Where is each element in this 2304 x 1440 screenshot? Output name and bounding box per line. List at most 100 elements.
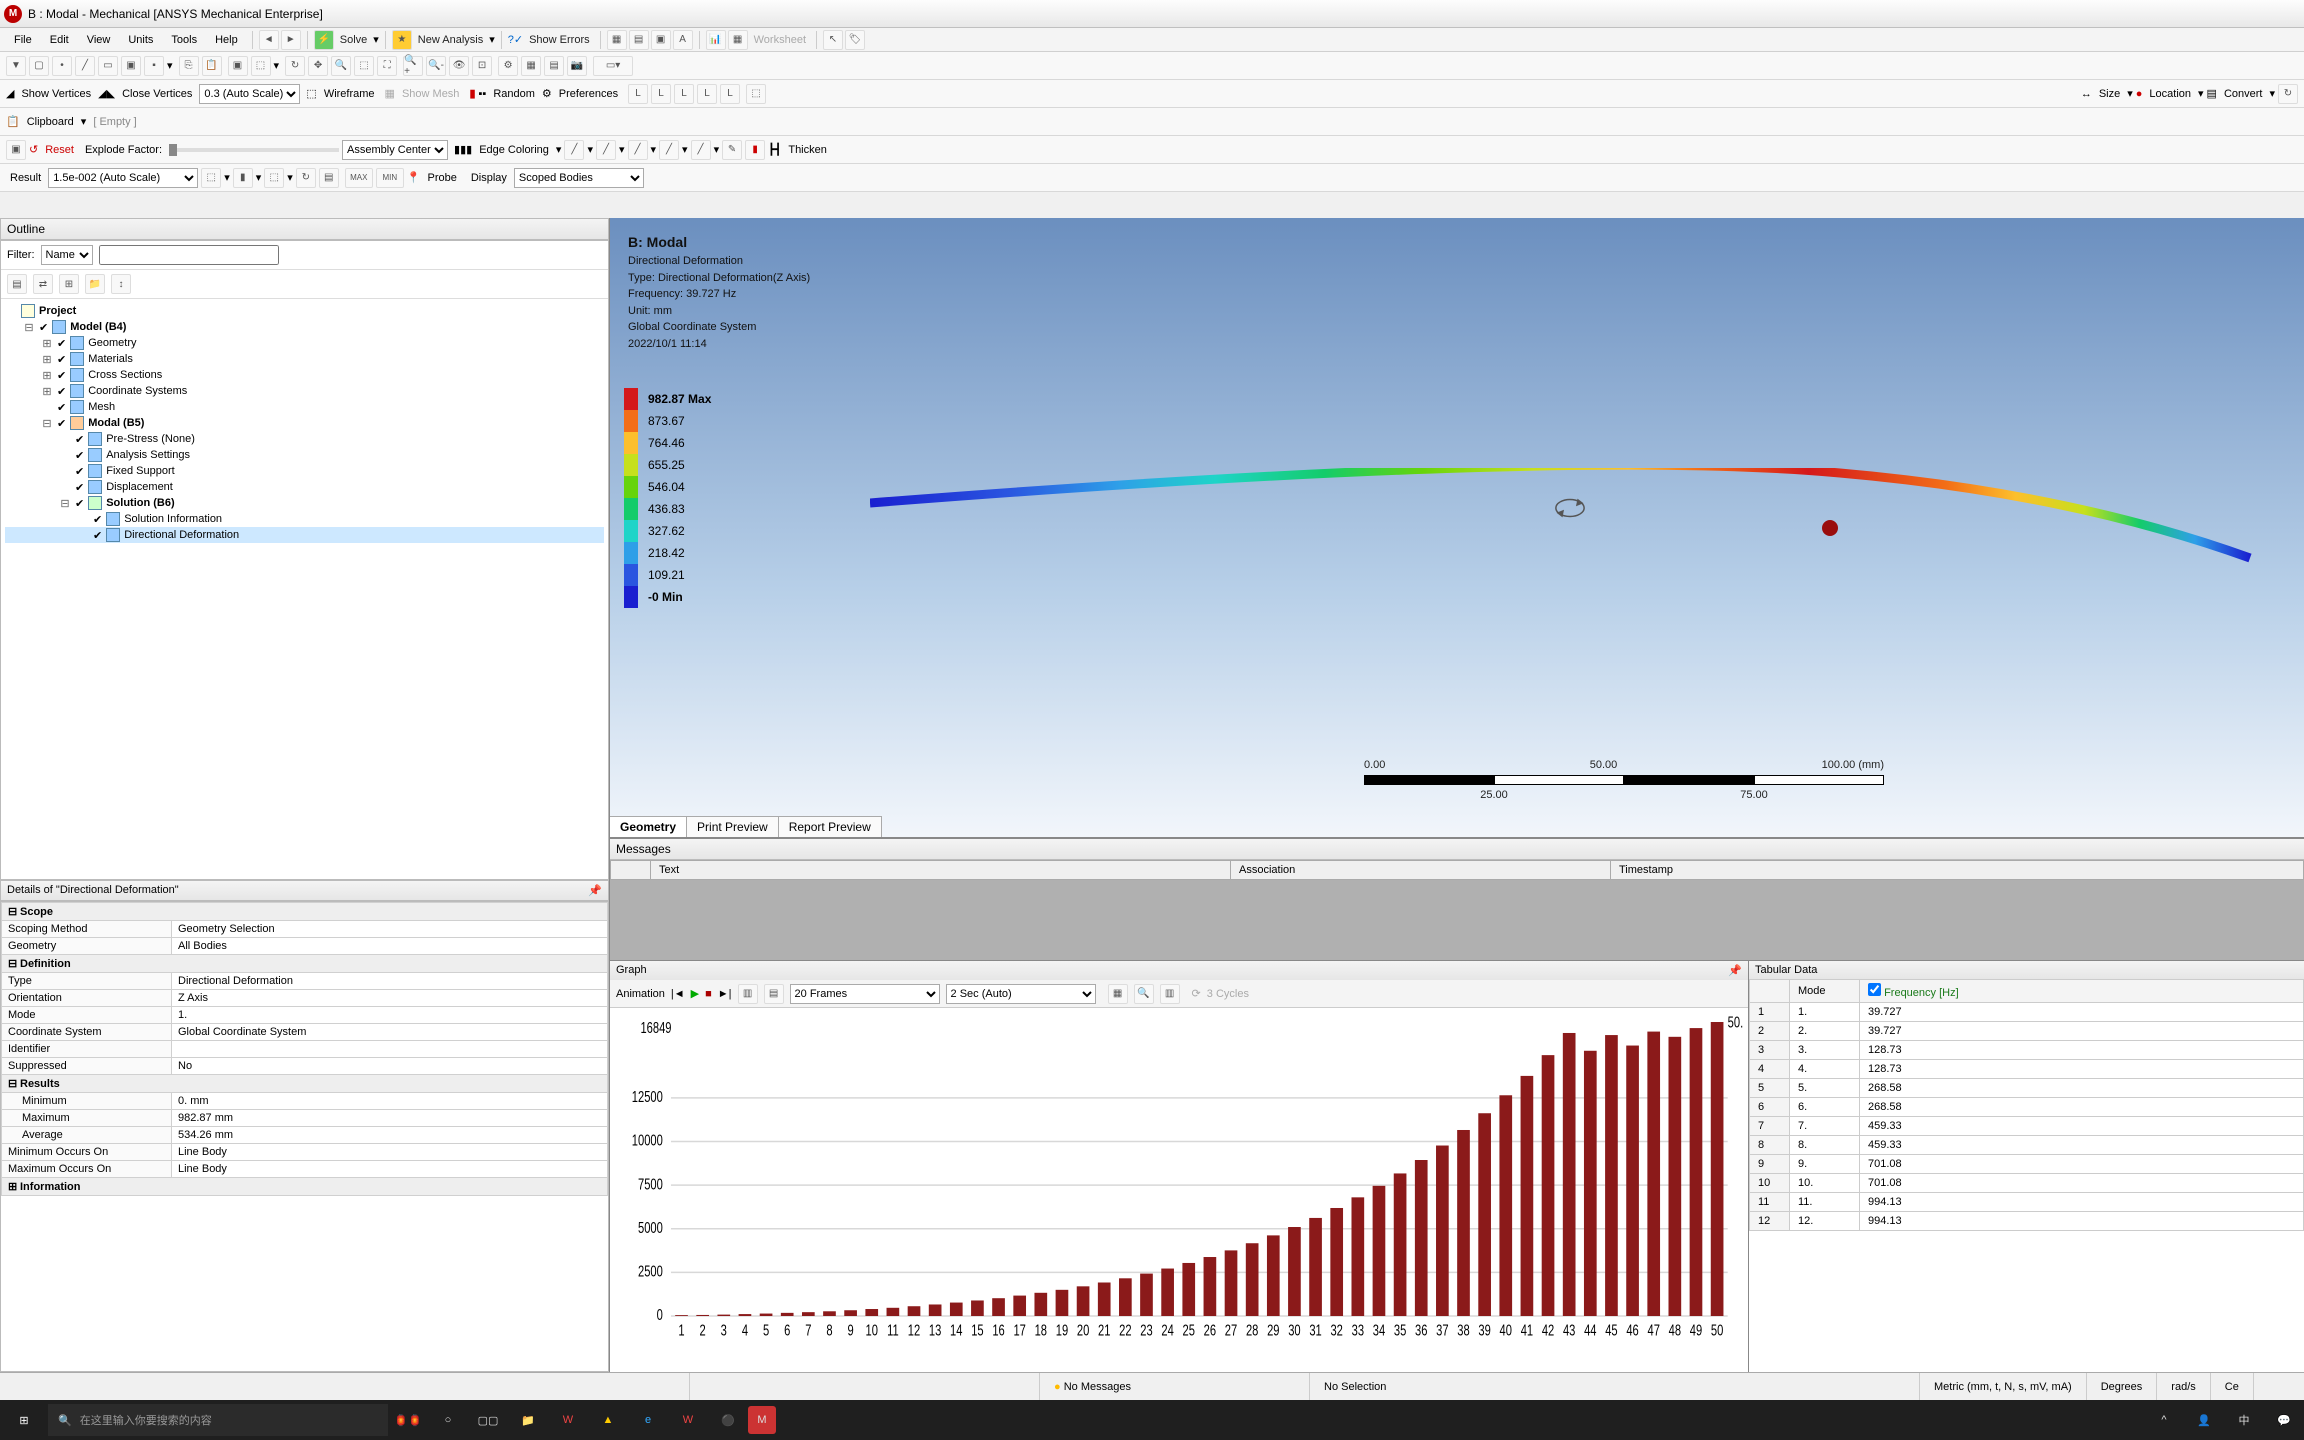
solve-label[interactable]: Solve [336,34,372,46]
r4-icon[interactable]: ↻ [296,168,316,188]
reset-icon[interactable]: ↺ [29,143,38,156]
duration-select[interactable]: 2 Sec (Auto) [946,984,1096,1004]
wireframe-icon[interactable]: ⬚ [306,87,316,100]
tb-icon-3[interactable]: ▣ [651,30,671,50]
show-errors-label[interactable]: Show Errors [525,34,594,46]
paste-icon[interactable]: 📋 [202,56,222,76]
worksheet-icon[interactable]: ▦ [728,30,748,50]
close-vertices-label[interactable]: Close Vertices [118,88,196,100]
box-icon[interactable]: ▢ [29,56,49,76]
vertex-icon[interactable]: • [52,56,72,76]
tree-solinfo[interactable]: ✔Solution Information [5,511,604,527]
graph-pin-icon[interactable]: 📌 [1728,964,1742,977]
nav-fwd-icon[interactable]: ► [281,30,301,50]
size-icon[interactable]: ↔ [2081,88,2092,100]
max-icon[interactable]: MAX [345,168,373,188]
random-label[interactable]: Random [489,88,539,100]
e5-icon[interactable]: ╱ [691,140,711,160]
e4-icon[interactable]: ╱ [659,140,679,160]
autoscale-select[interactable]: 0.3 (Auto Scale) [199,84,300,104]
clipboard-label[interactable]: Clipboard [23,116,78,128]
k-icon[interactable]: ▮ [469,87,475,100]
menu-tools[interactable]: Tools [163,32,205,48]
assembly-icon[interactable]: ▣ [6,140,26,160]
tray-notif-icon[interactable]: 💬 [2264,1400,2304,1440]
details-scoping[interactable]: Geometry Selection [172,921,608,938]
new-analysis-icon[interactable]: ★ [392,30,412,50]
show-vertices-label[interactable]: Show Vertices [17,88,95,100]
reset-label[interactable]: Reset [41,144,78,156]
anim-b3-icon[interactable]: ▦ [1108,984,1128,1004]
freq-checkbox[interactable] [1868,983,1881,996]
tree-disp[interactable]: ✔Displacement [5,479,604,495]
anim-last-icon[interactable]: ►| [718,988,732,1000]
zoom-in-icon[interactable]: 🔍+ [403,56,423,76]
task-app1-icon[interactable]: W [548,1400,588,1440]
face-icon[interactable]: ▭ [98,56,118,76]
view-icon[interactable]: ▦ [521,56,541,76]
tree-fixed[interactable]: ✔Fixed Support [5,463,604,479]
camera-icon[interactable]: 📷 [567,56,587,76]
tabular-table[interactable]: Mode Frequency [Hz] 11.39.72722.39.72733… [1749,979,2304,1372]
r1-icon[interactable]: ⬚ [201,168,221,188]
result-scale-select[interactable]: 1.5e-002 (Auto Scale) [48,168,198,188]
anim-play-icon[interactable]: ▶ [691,987,699,1000]
anim-b4-icon[interactable]: 🔍 [1134,984,1154,1004]
details-pin-icon[interactable]: 📌 [588,884,602,897]
prefs-label[interactable]: Preferences [555,88,622,100]
r5-icon[interactable]: ▤ [319,168,339,188]
filter-input[interactable] [99,245,279,265]
edge-icon[interactable]: ╱ [75,56,95,76]
color-icon[interactable]: ▭▾ [593,56,633,76]
details-type[interactable]: Directional Deformation [172,973,608,990]
tree-btn-1[interactable]: ▤ [7,274,27,294]
explode-slider[interactable] [169,148,339,152]
min-icon[interactable]: MIN [376,168,404,188]
menu-edit[interactable]: Edit [42,32,77,48]
frames-select[interactable]: 20 Frames [790,984,940,1004]
zoom-icon[interactable]: 🔍 [331,56,351,76]
tb-icon-1[interactable]: ▦ [607,30,627,50]
tree-btn-5[interactable]: ↕ [111,274,131,294]
l2-icon[interactable]: L [651,84,671,104]
e7-icon[interactable]: ▮ [745,140,765,160]
menu-help[interactable]: Help [207,32,246,48]
task-explorer-icon[interactable]: 📁 [508,1400,548,1440]
convert-icon[interactable]: ▤ [2207,87,2217,100]
l4-icon[interactable]: L [697,84,717,104]
edge-coloring-label[interactable]: Edge Coloring [475,144,553,156]
rotate-icon[interactable]: ↻ [285,56,305,76]
anim-stop-icon[interactable]: ■ [705,988,712,1000]
nav-back-icon[interactable]: ◄ [259,30,279,50]
solve-icon[interactable]: ⚡ [314,30,334,50]
details-sup[interactable]: No [172,1058,608,1075]
tree-analysis[interactable]: ✔Analysis Settings [5,447,604,463]
taskbar-search[interactable]: 🔍 在这里输入你要搜索的内容 [48,1404,388,1436]
pan-icon[interactable]: ✥ [308,56,328,76]
task-cortana-icon[interactable]: ○ [428,1400,468,1440]
e2-icon[interactable]: ╱ [596,140,616,160]
l3-icon[interactable]: L [674,84,694,104]
edge-coloring-icon[interactable]: ▮▮▮ [454,143,472,156]
e1-icon[interactable]: ╱ [564,140,584,160]
details-cs[interactable]: Global Coordinate System [172,1024,608,1041]
tray-ime-icon[interactable]: 中 [2224,1400,2264,1440]
e3-icon[interactable]: ╱ [628,140,648,160]
close-vertices-icon[interactable]: ◢◣ [98,87,115,100]
tree-btn-2[interactable]: ⇄ [33,274,53,294]
details-mode[interactable]: 1. [172,1007,608,1024]
graph-chart[interactable]: 1684950.12500100007500500025000123456789… [610,1008,1748,1372]
task-app5-icon[interactable]: M [748,1406,776,1434]
r3-icon[interactable]: ⬚ [264,168,284,188]
size-label[interactable]: Size [2095,88,2124,100]
menu-units[interactable]: Units [120,32,161,48]
filter-icon[interactable]: ▼ [6,56,26,76]
task-edge-icon[interactable]: e [628,1400,668,1440]
details-id[interactable] [172,1041,608,1058]
tree-mesh[interactable]: ✔Mesh [5,399,604,415]
tab-report[interactable]: Report Preview [779,817,882,837]
start-button[interactable]: ⊞ [0,1400,48,1440]
l5-icon[interactable]: L [720,84,740,104]
tree-modal[interactable]: ⊟✔Modal (B5) [5,415,604,431]
e6-icon[interactable]: ✎ [722,140,742,160]
